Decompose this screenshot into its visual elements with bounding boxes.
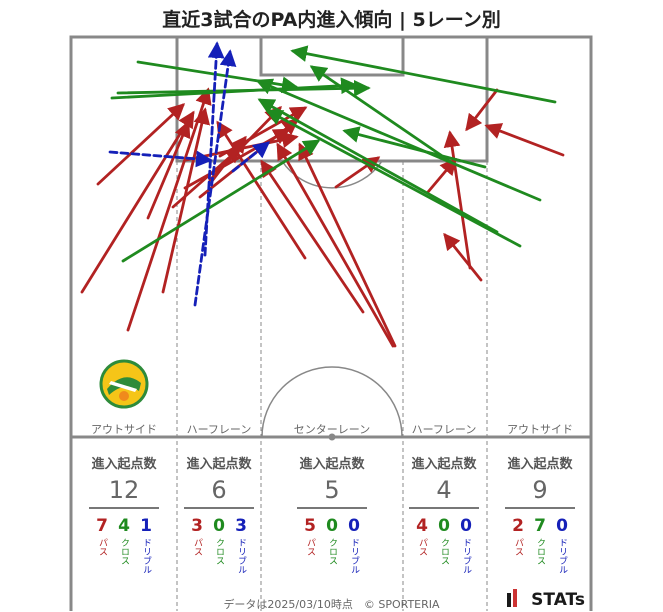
pass-arrow	[465, 88, 499, 132]
dribble-arrow	[203, 41, 225, 257]
cross-count: 4	[118, 516, 130, 536]
stats-header: 進入起点数	[299, 457, 365, 472]
pass-label: パス	[192, 538, 202, 556]
stats-header: 進入起点数	[411, 457, 477, 472]
pass-arrow	[484, 123, 565, 157]
cross-arrow	[309, 65, 453, 164]
pass-count: 5	[304, 516, 316, 536]
stats-total: 4	[436, 476, 452, 504]
dribble-arrow	[193, 49, 237, 307]
dribble-count: 0	[348, 516, 360, 536]
stats-divider	[184, 507, 254, 509]
stats-breakdown: 3 パス 0 クロス 3 ドリブル	[164, 516, 274, 574]
center-spot	[328, 433, 336, 441]
cross-arrow	[136, 60, 299, 94]
dribble-arrow	[231, 141, 271, 173]
pass-count: 2	[512, 516, 524, 536]
pass-count: 7	[96, 516, 108, 536]
stats-divider	[89, 507, 159, 509]
pass-label: パス	[513, 538, 523, 556]
stats-divider	[409, 507, 479, 509]
stats-breakdown: 4 パス 0 クロス 0 ドリブル	[389, 516, 499, 574]
stats-logo-accent-icon	[513, 589, 517, 607]
pass-arrow	[126, 87, 212, 332]
pass-arrow	[96, 103, 186, 186]
stats-header: 進入起点数	[507, 457, 573, 472]
stats-total: 9	[532, 476, 548, 504]
center-circle	[261, 366, 403, 438]
lane-label-right-outside: アウトサイド	[507, 423, 573, 436]
cross-arrow	[342, 126, 487, 169]
stats-header: 進入起点数	[186, 457, 252, 472]
cross-arrow	[265, 109, 522, 248]
cross-label: クロス	[439, 538, 449, 565]
pass-label: パス	[417, 538, 427, 556]
cross-count: 0	[438, 516, 450, 536]
team-crest-icon	[99, 359, 149, 409]
pass-arrow	[298, 142, 397, 348]
pass-arrow	[260, 159, 365, 314]
cross-arrow	[116, 79, 371, 97]
pass-arrow	[146, 120, 191, 220]
pass-arrow	[210, 135, 247, 183]
dribble-label: ドリブル	[349, 538, 359, 574]
pass-arrow	[443, 130, 472, 270]
pass-count: 3	[191, 516, 203, 536]
dribble-label: ドリブル	[557, 538, 567, 574]
pass-arrow	[80, 110, 195, 294]
cross-count: 0	[213, 516, 225, 536]
cross-label: クロス	[119, 538, 129, 565]
cross-label: クロス	[214, 538, 224, 565]
dribble-label: ドリブル	[236, 538, 246, 574]
cross-label: クロス	[327, 538, 337, 565]
cross-count: 0	[326, 516, 338, 536]
pass-label: パス	[97, 538, 107, 556]
dribble-arrow	[108, 150, 213, 168]
pass-count: 4	[416, 516, 428, 536]
dribble-count: 3	[235, 516, 247, 536]
pass-arrow	[443, 232, 483, 282]
goal-area	[259, 35, 405, 77]
cross-label: クロス	[535, 538, 545, 565]
cross-count: 7	[534, 516, 546, 536]
lane-label-right-halfspace: ハーフレーン	[411, 423, 477, 436]
stats-breakdown: 7 パス 4 クロス 1 ドリブル	[69, 516, 179, 574]
stats-breakdown: 5 パス 0 クロス 0 ドリブル	[277, 516, 387, 574]
stats-total: 5	[324, 476, 340, 504]
dribble-count: 0	[460, 516, 472, 536]
pass-label: パス	[305, 538, 315, 556]
stats-total: 6	[211, 476, 227, 504]
lane-label-center: センターレーン	[293, 423, 371, 436]
stats-total: 12	[108, 476, 140, 504]
stats-divider	[505, 507, 575, 509]
pass-arrow	[183, 128, 291, 190]
dribble-count: 1	[140, 516, 152, 536]
chart-title: 直近3試合のPA内進入傾向 | 5レーン別	[162, 9, 501, 31]
stats-logo-icon	[507, 593, 511, 607]
footer-credit: データは2025/03/10時点 © SPORTERIA	[223, 598, 440, 611]
dribble-label: ドリブル	[141, 538, 151, 574]
pass-arrow	[276, 142, 395, 348]
cross-arrow	[290, 45, 557, 104]
arrows-layer	[80, 41, 565, 348]
cross-arrow	[255, 78, 542, 202]
pass-arrow	[426, 157, 457, 194]
lane-label-left-outside: アウトサイド	[91, 423, 157, 436]
stats-breakdown: 2 パス 7 クロス 0 ドリブル	[485, 516, 595, 574]
stats-header: 進入起点数	[91, 457, 157, 472]
stats-divider	[297, 507, 367, 509]
cross-arrow	[121, 139, 321, 263]
brand-wordmark: STATs	[531, 590, 585, 610]
lane-label-left-halfspace: ハーフレーン	[186, 423, 252, 436]
pass-arrow	[161, 107, 211, 294]
dribble-count: 0	[556, 516, 568, 536]
dribble-label: ドリブル	[461, 538, 471, 574]
cross-arrow	[257, 98, 499, 234]
